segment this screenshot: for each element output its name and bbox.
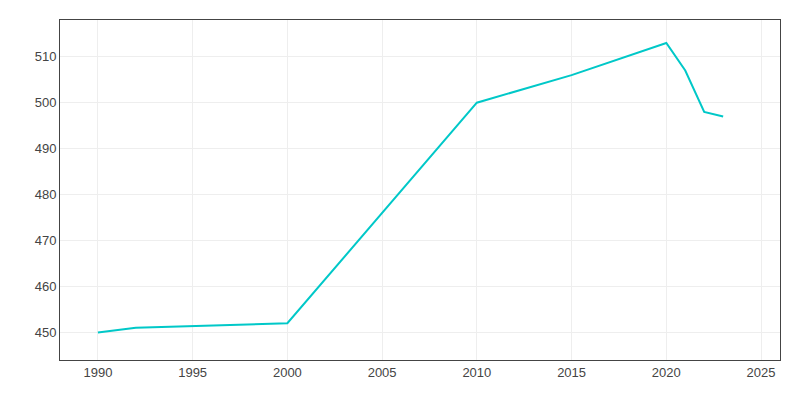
svg-text:2025: 2025: [747, 365, 776, 380]
svg-text:450: 450: [35, 325, 57, 340]
svg-text:2005: 2005: [368, 365, 397, 380]
svg-text:470: 470: [35, 233, 57, 248]
svg-text:2000: 2000: [273, 365, 302, 380]
svg-text:2010: 2010: [462, 365, 491, 380]
svg-text:460: 460: [35, 279, 57, 294]
svg-text:510: 510: [35, 49, 57, 64]
svg-text:500: 500: [35, 95, 57, 110]
svg-text:2020: 2020: [652, 365, 681, 380]
svg-text:480: 480: [35, 187, 57, 202]
svg-text:2015: 2015: [557, 365, 586, 380]
svg-text:1995: 1995: [178, 365, 207, 380]
svg-text:1990: 1990: [83, 365, 112, 380]
svg-text:490: 490: [35, 141, 57, 156]
